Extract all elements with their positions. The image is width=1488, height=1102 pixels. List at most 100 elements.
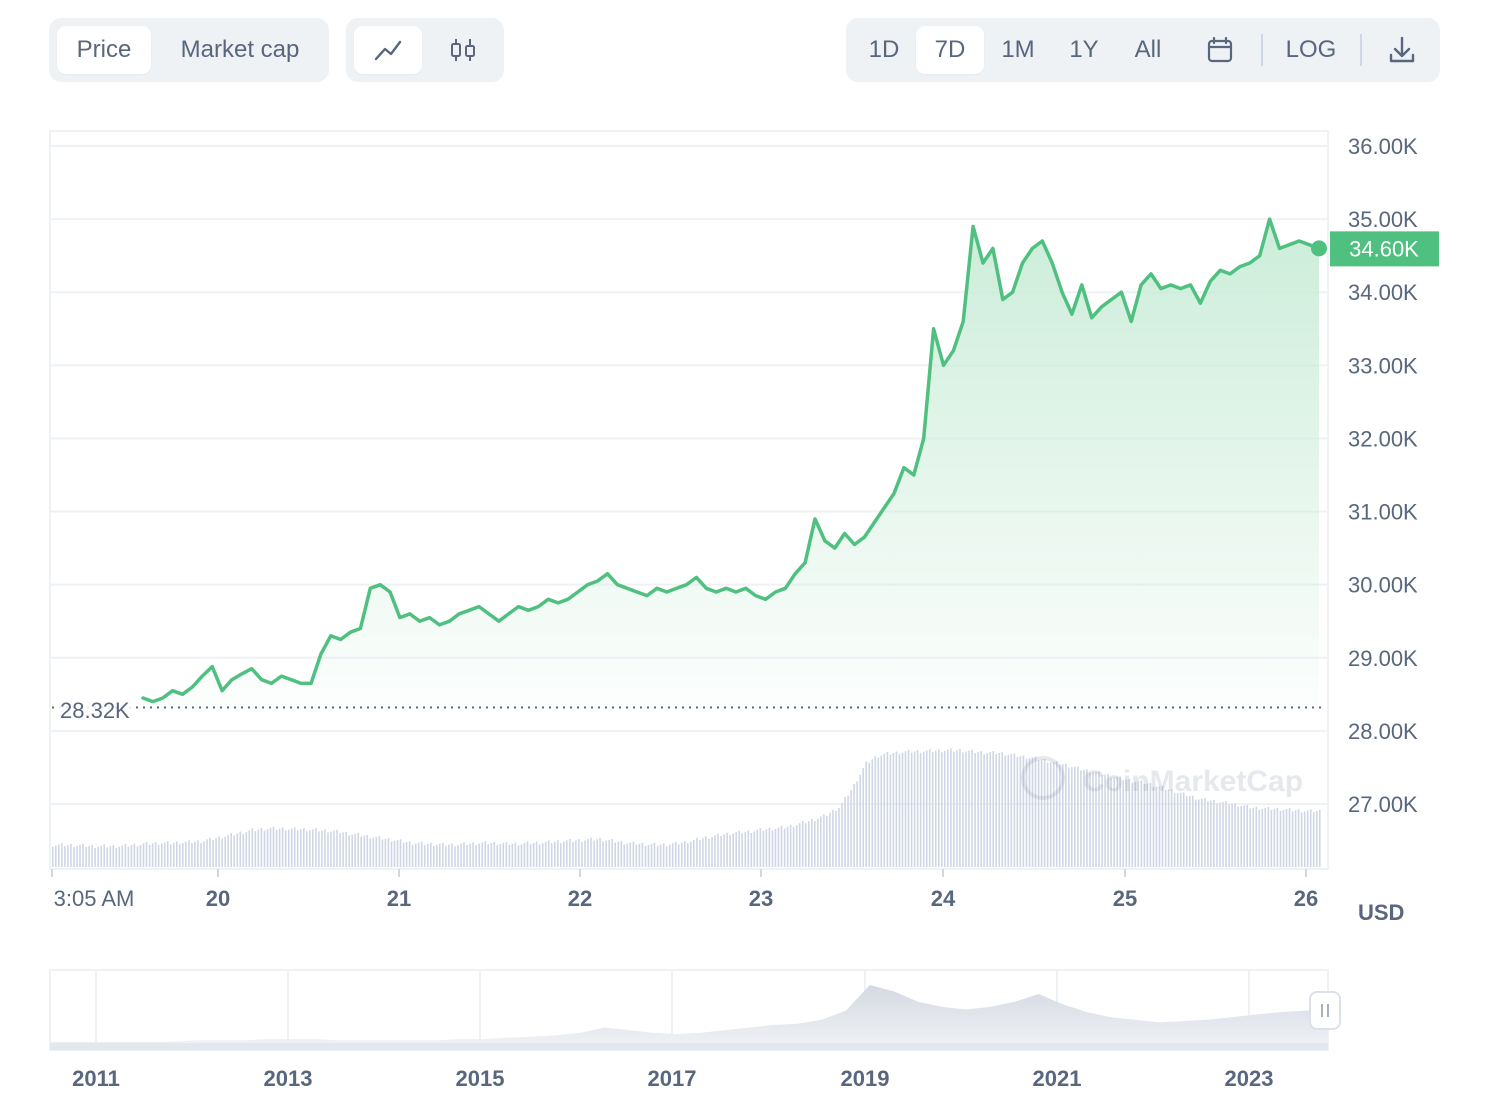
volume-bar: [756, 829, 759, 867]
volume-bar: [820, 816, 822, 867]
volume-bar: [457, 844, 459, 867]
volume-bar: [139, 844, 142, 867]
volume-bar: [499, 844, 502, 867]
volume-bar: [953, 751, 955, 867]
volume-bar: [197, 840, 199, 867]
volume-bar: [868, 762, 870, 867]
volume-bar: [1219, 802, 1221, 867]
volume-bar: [417, 842, 420, 867]
volume-bar: [741, 833, 743, 867]
volume-bar: [560, 843, 562, 867]
volume-bar: [569, 839, 571, 867]
volume-bar: [384, 838, 387, 867]
volume-bar: [1306, 810, 1309, 867]
volume-bar: [330, 831, 332, 867]
volume-bar: [535, 841, 538, 867]
line-chart-button[interactable]: [354, 26, 422, 74]
volume-bar: [154, 842, 157, 867]
volume-bar: [1300, 812, 1303, 867]
svg-text:34.60K: 34.60K: [1349, 236, 1419, 261]
volume-bar: [315, 828, 317, 867]
volume-bar: [1068, 767, 1070, 867]
range-1y[interactable]: 1Y: [1069, 36, 1099, 63]
navigator-tick-label: 2017: [648, 1066, 697, 1091]
calendar-button[interactable]: [1192, 26, 1248, 74]
x-axis: 3:05 AM 20 21 22 23 24 25 26: [51, 869, 1318, 911]
volume-bar: [647, 844, 650, 867]
volume-bar: [339, 833, 341, 867]
volume-bar: [771, 830, 774, 867]
metric-toggle: Price Market cap: [49, 18, 329, 82]
volume-bar: [1007, 754, 1010, 867]
volume-bar: [166, 841, 169, 867]
range-1d[interactable]: 1D: [868, 36, 900, 63]
volume-bar: [814, 820, 816, 867]
volume-bar: [1264, 807, 1267, 867]
volume-bar: [1246, 804, 1248, 867]
volume-bar: [293, 827, 296, 867]
volume-bar: [103, 844, 105, 867]
volume-bar: [1010, 754, 1013, 867]
calendar-icon: [1207, 36, 1233, 63]
volume-bar: [1001, 752, 1004, 867]
volume-bar: [919, 752, 922, 867]
volume-bar: [408, 841, 411, 867]
navigator-handle[interactable]: [1309, 991, 1341, 1030]
volume-bar: [650, 843, 653, 867]
volume-bar: [1025, 758, 1028, 867]
volume-bar: [1182, 792, 1185, 867]
volume-bar: [52, 846, 54, 867]
x-tick-label: 26: [1294, 886, 1318, 911]
volume-bar: [841, 802, 843, 867]
range-7d[interactable]: 7D: [916, 26, 984, 74]
volume-bar: [523, 842, 526, 867]
volume-bar: [351, 834, 353, 867]
volume-bar: [145, 842, 148, 867]
range-1m[interactable]: 1M: [1001, 36, 1035, 63]
volume-bar: [817, 818, 819, 867]
chart-type-toggle: [346, 18, 504, 82]
volume-bar: [1149, 783, 1152, 867]
volume-bar: [290, 828, 293, 867]
volume-bar: [684, 840, 686, 867]
volume-bar: [185, 841, 187, 867]
volume-bar: [962, 752, 964, 867]
volume-bar: [931, 752, 934, 867]
volume-bar: [200, 842, 202, 867]
plot-frame: [49, 130, 1329, 870]
log-scale-button[interactable]: LOG: [1285, 36, 1337, 63]
volume-bar: [284, 830, 287, 867]
volume-bar: [1113, 777, 1115, 867]
toolbar-divider: [1261, 34, 1263, 66]
volume-bar: [233, 835, 235, 867]
volume-bar: [405, 842, 408, 867]
volume-bar: [342, 832, 344, 867]
volume-bar: [303, 828, 305, 867]
tab-price[interactable]: Price: [57, 26, 151, 74]
volume-bar: [369, 838, 372, 867]
volume-bar: [959, 749, 961, 867]
navigator-axis: 2011 2013 2015 2017 2019 2021 2023: [72, 1066, 1273, 1091]
volume-bar: [1303, 811, 1306, 867]
range-selector: 1D 7D 1M 1Y All LOG: [846, 18, 1440, 82]
volume-bar: [596, 839, 598, 867]
volume-bar: [977, 752, 979, 867]
volume-bar: [1179, 792, 1182, 867]
volume-bar: [451, 843, 453, 867]
y-tick-label: 29.00K: [1348, 646, 1418, 671]
y-tick-label: 33.00K: [1348, 353, 1418, 378]
range-all[interactable]: All: [1134, 36, 1162, 63]
volume-bar: [496, 845, 499, 867]
volume-bar: [505, 842, 508, 867]
volume-bar: [73, 847, 75, 867]
volume-bar: [935, 750, 937, 867]
candlestick-button[interactable]: [430, 26, 496, 74]
volume-bar: [176, 841, 178, 867]
volume-bar: [829, 812, 831, 867]
download-button[interactable]: [1374, 26, 1430, 74]
volume-bar: [789, 824, 792, 867]
volume-bar: [169, 844, 172, 867]
tab-market-cap[interactable]: Market cap: [180, 36, 300, 63]
volume-bar: [847, 795, 849, 867]
